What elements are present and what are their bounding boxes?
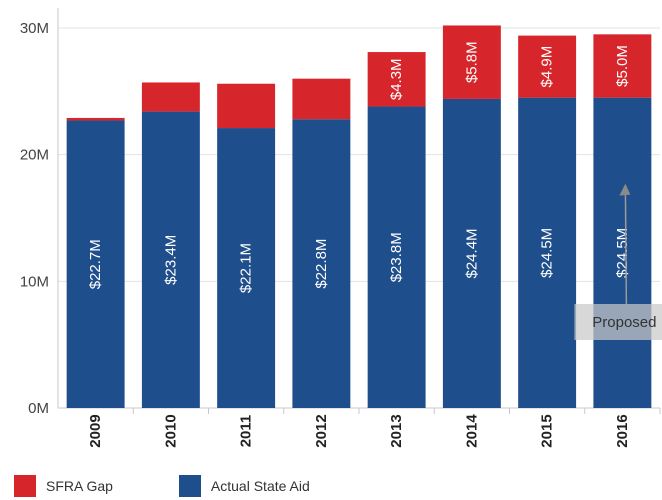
bar-actual-state-aid-2013 [367,106,426,409]
bar-actual-state-aid-2010 [141,111,200,408]
data-label-actual-state-aid-2012: $22.8M [313,239,330,289]
data-label-actual-state-aid-2009: $22.7M [87,239,104,289]
legend-swatch-actual-state-aid [178,475,201,497]
annotation-box [574,304,662,340]
legend-label-sfra-gap: SFRA Gap [46,478,113,494]
bar-sfra-gap-2014 [442,25,501,99]
annotation-label: Proposed [592,314,656,331]
data-label-actual-state-aid-2014: $24.4M [463,228,480,278]
stacked-bar-chart: 0M 10M 20M 30M $22.7M 2009 $23.4M 2010 $22.1M 201… [20,8,662,448]
x-tick-label-2010: 2010 [162,414,179,447]
data-label-actual-state-aid-2013: $23.8M [388,232,405,282]
y-tick-label: 10M [20,273,49,290]
legend-label-actual-state-aid: Actual State Aid [210,478,310,494]
annotation-arrow-line [624,186,628,305]
x-tick-label-2012: 2012 [313,414,330,447]
bar-sfra-gap-2016 [593,34,652,98]
data-label-sfra-gap-2013: $4.3M [388,58,405,100]
legend-item-actual-state-aid: Actual State Aid [178,475,310,497]
legend-item-sfra-gap: SFRA Gap [14,475,113,497]
x-tick-label-2015: 2015 [539,414,556,447]
bar-sfra-gap-2012 [292,78,351,120]
annotation-arrowhead [619,183,631,196]
data-label-sfra-gap-2015: $4.9M [539,46,556,88]
data-label-actual-state-aid-2016: $24.5M [614,228,631,278]
bar-actual-state-aid-2016 [593,97,652,409]
data-label-actual-state-aid-2010: $23.4M [162,235,179,285]
x-tick-label-2014: 2014 [463,414,480,448]
y-tick-label: 20M [20,147,49,164]
bar-sfra-gap-2010 [141,82,200,112]
data-label-sfra-gap-2014: $5.8M [463,41,480,83]
legend-swatch-sfra-gap [14,475,36,497]
bar-actual-state-aid-2014 [442,98,501,408]
x-tick-label-2009: 2009 [87,414,104,447]
bar-actual-state-aid-2012 [292,119,351,408]
data-label-sfra-gap-2016: $5.0M [614,45,631,87]
y-tick-label: 0M [28,400,49,417]
x-tick-label-2013: 2013 [388,414,405,447]
bar-actual-state-aid-2011 [217,128,276,409]
data-label-actual-state-aid-2015: $24.5M [539,228,556,278]
y-tick-label: 30M [20,20,49,37]
x-tick-label-2016: 2016 [614,414,631,447]
x-tick-label-2011: 2011 [238,415,255,448]
bar-sfra-gap-2011 [217,83,276,129]
bar-sfra-gap-2013 [367,52,426,107]
bar-actual-state-aid-2009 [66,120,125,408]
bar-actual-state-aid-2015 [518,97,577,409]
bar-sfra-gap-2009 [66,117,125,121]
bar-sfra-gap-2015 [518,35,577,98]
legend: SFRA Gap Actual State Aid [14,475,376,497]
data-label-actual-state-aid-2011: $22.1M [238,243,255,293]
